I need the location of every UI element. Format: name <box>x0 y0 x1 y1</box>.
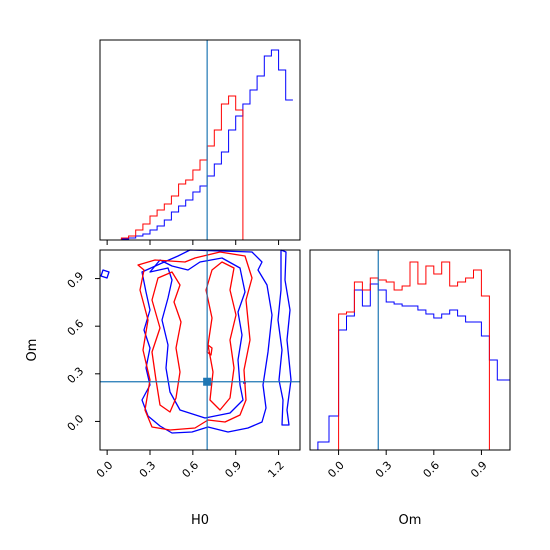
contour-blue-outer <box>141 249 273 434</box>
om-hist-xtick-label: 0.0 <box>325 459 347 481</box>
contour-blue-inner <box>149 257 246 419</box>
om-hist-xtick-label: 0.3 <box>373 459 395 481</box>
joint-xtick-label: 1.2 <box>265 459 287 481</box>
contour-red-inner-right <box>205 261 237 411</box>
om-hist-series <box>317 261 510 451</box>
x-axis-label-h0: H0 <box>191 513 209 528</box>
joint-ytick-label: 0.0 <box>65 412 87 434</box>
joint-xtick-label: 0.9 <box>222 459 244 481</box>
panel-joint: 0.0 0.3 0.6 0.9 1.2 0.0 0.3 0.6 0.9 <box>65 249 301 480</box>
h0-hist-ticks <box>106 240 280 245</box>
contours-blue <box>100 249 292 434</box>
joint-ticks: 0.0 0.3 0.6 0.9 1.2 0.0 0.3 0.6 0.9 <box>65 269 287 480</box>
truth-marker <box>203 377 212 386</box>
joint-ytick-label: 0.9 <box>65 269 87 291</box>
hist-series-0 <box>107 49 293 241</box>
joint-xtick-label: 0.3 <box>137 459 159 481</box>
hist-series-1 <box>317 261 510 451</box>
hist-series-0 <box>317 283 510 450</box>
h0-hist-series <box>107 49 293 241</box>
joint-ytick-label: 0.3 <box>65 365 87 387</box>
om-hist-xtick-label: 0.9 <box>468 459 490 481</box>
panel-om-hist: 0.0 0.3 0.6 0.9 <box>309 249 511 481</box>
panel-h0-hist <box>99 39 301 245</box>
contour-blue-right <box>277 249 292 426</box>
x-axis-label-om: Om <box>399 513 422 528</box>
hist-series-1 <box>107 95 250 241</box>
joint-xtick-label: 0.0 <box>94 459 116 481</box>
om-hist-frame <box>309 249 511 451</box>
om-hist-ticks: 0.0 0.3 0.6 0.9 <box>325 450 490 481</box>
h0-hist-frame <box>99 39 301 241</box>
om-hist-xtick-label: 0.6 <box>421 459 443 481</box>
joint-xtick-label: 0.6 <box>180 459 202 481</box>
joint-ytick-label: 0.6 <box>65 317 87 339</box>
contour-blue-outer-left <box>100 269 110 279</box>
joint-frame <box>99 249 301 451</box>
contour-red-outer <box>137 251 253 431</box>
contours-red <box>137 251 253 431</box>
y-axis-label-om: Om <box>25 339 40 362</box>
contour-red-inner-left <box>151 271 182 413</box>
